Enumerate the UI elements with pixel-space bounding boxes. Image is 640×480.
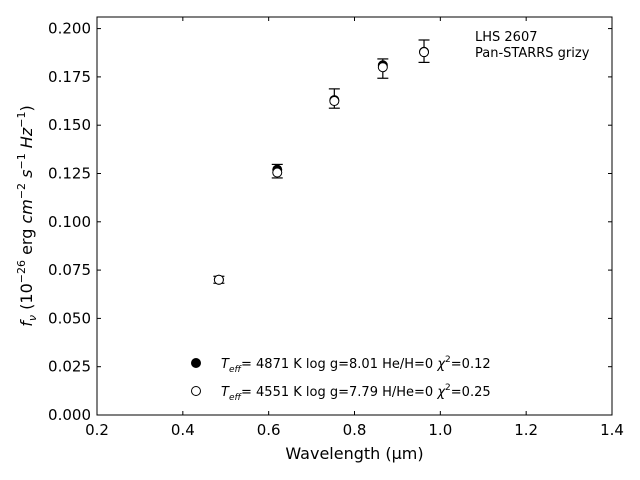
legend: Teff= 4871 K log g=8.01 He/H=0 χ2=0.12 T… <box>191 355 491 403</box>
legend-teff-open: 4551 K <box>256 385 302 400</box>
annotation-survey: Pan-STARRS grizy <box>475 46 590 61</box>
x-tick-label: 0.8 <box>343 421 367 439</box>
legend-comp-open: H/He=0 <box>382 385 433 400</box>
y-tick-label: 0.200 <box>48 20 91 38</box>
y-tick-label: 0.025 <box>48 358 91 376</box>
legend-teff-filled: 4871 K <box>256 357 302 372</box>
annotation-object: LHS 2607 <box>475 30 538 45</box>
x-tick-label: 0.6 <box>257 421 281 439</box>
data-point-open <box>329 96 340 107</box>
data-point-open <box>272 167 283 178</box>
data-point-open <box>419 47 430 58</box>
annotation-box: LHS 2607 Pan-STARRS grizy <box>475 30 590 61</box>
y-axis-label: fν (10−26 erg cm−2 s−1 Hz−1) <box>15 105 39 326</box>
legend-comp-filled: He/H=0 <box>382 357 433 372</box>
legend-marker-open <box>191 386 201 396</box>
y-tick-label: 0.100 <box>48 213 91 231</box>
legend-logg-filled: log g=8.01 <box>306 357 378 372</box>
legend-logg-open: log g=7.79 <box>306 385 378 400</box>
x-tick-label: 1.0 <box>428 421 452 439</box>
legend-marker-filled <box>191 358 201 368</box>
legend-entry-open: Teff= 4551 K log g=7.79 H/He=0 χ2=0.25 <box>191 383 491 403</box>
legend-chi-filled: =0.12 <box>451 357 491 372</box>
x-tick-label: 1.4 <box>600 421 624 439</box>
y-tick-label: 0.150 <box>48 116 91 134</box>
y-tick-label: 0.075 <box>48 261 91 279</box>
legend-entry-filled: Teff= 4871 K log g=8.01 He/H=0 χ2=0.12 <box>191 355 491 375</box>
y-tick-label: 0.000 <box>48 406 91 424</box>
y-tick-label: 0.175 <box>48 68 91 86</box>
legend-chi-open: =0.25 <box>451 385 491 400</box>
legend-label-open: Teff= 4551 K log g=7.79 H/He=0 χ2=0.25 <box>221 383 491 403</box>
y-axis-ticks: 0.000 0.025 0.050 0.075 0.100 0.125 0.150 0.175… <box>48 20 612 424</box>
y-tick-label: 0.125 <box>48 164 91 182</box>
legend-label-filled: Teff= 4871 K log g=8.01 He/H=0 χ2=0.12 <box>221 355 491 375</box>
plot-frame <box>96 16 613 416</box>
x-axis-label: Wavelength (μm) <box>285 444 423 463</box>
data-point-open <box>377 62 388 73</box>
data-points <box>213 46 430 285</box>
x-tick-label: 0.4 <box>171 421 195 439</box>
x-tick-label: 0.2 <box>85 421 109 439</box>
data-point-open <box>213 274 224 285</box>
x-tick-label: 1.2 <box>514 421 538 439</box>
y-tick-label: 0.050 <box>48 309 91 327</box>
